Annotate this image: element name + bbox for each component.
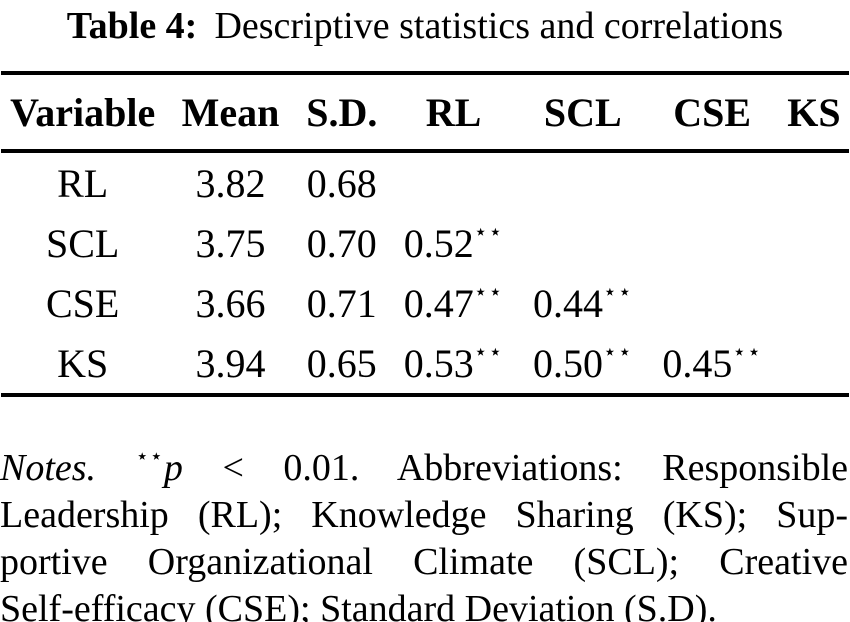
notes-line-2: Leadership (RL); Knowledge Sharing (KS);… [0, 494, 848, 536]
corr-value: 0.50 [533, 340, 604, 386]
stats-table: Variable Mean S.D. RL SCL CSE KS RL 3.82… [1, 71, 849, 397]
significance-marker: ⋆⋆ [603, 279, 633, 305]
cell-mean: 3.66 [195, 280, 266, 326]
notes-line-4: Self-efficacy (CSE); Standard Deviation … [0, 588, 717, 622]
significance-marker: ⋆⋆ [473, 339, 504, 365]
cell-mean: 3.94 [195, 340, 266, 386]
table-caption-text: Descriptive statistics and correlations [214, 5, 784, 47]
cell-corr-scl: 0.44⋆⋆ [520, 273, 645, 333]
cell-mean: 3.82 [195, 160, 266, 206]
table-row: RL 3.82 0.68 [1, 151, 849, 213]
cell-corr-ks [779, 151, 849, 213]
cell-sd: 0.68 [306, 160, 377, 206]
significance-marker: ⋆⋆ [603, 339, 633, 365]
cell-corr-ks [779, 273, 849, 333]
corr-value: 0.45 [662, 340, 733, 386]
table-row: KS 3.94 0.65 0.53⋆⋆ 0.50⋆⋆ 0.45⋆⋆ [1, 333, 849, 395]
header-row: Variable Mean S.D. RL SCL CSE KS [1, 73, 849, 153]
col-header-scl: SCL [520, 73, 646, 153]
table-notes: Notes. ⋆⋆p < 0.01. Abbreviations: Respon… [0, 433, 850, 622]
cell-corr-cse [645, 213, 778, 273]
corr-value: 0.53 [403, 340, 474, 386]
notes-label: Notes. [0, 447, 97, 489]
significance-marker: ⋆⋆ [732, 339, 762, 365]
table-caption: Table 4: Descriptive statistics and corre… [0, 2, 850, 50]
cell-corr-scl [520, 151, 645, 213]
cell-variable: RL [57, 160, 109, 206]
col-header-sd: S.D. [296, 73, 387, 153]
cell-corr-cse [645, 273, 778, 333]
notes-sig-and-p: ⋆⋆p [135, 444, 183, 489]
notes-line-3: portive Organizational Climate (SCL); Cr… [0, 541, 848, 583]
col-header-cse: CSE [645, 73, 779, 153]
cell-corr-ks [779, 213, 849, 273]
corr-value: 0.47 [403, 280, 474, 326]
cell-corr-rl [387, 151, 520, 213]
cell-variable: KS [57, 340, 109, 386]
cell-variable: CSE [46, 280, 120, 326]
cell-sd: 0.71 [306, 280, 377, 326]
cell-sd: 0.65 [306, 340, 377, 386]
corr-value: 0.44 [533, 280, 604, 326]
significance-marker: ⋆⋆ [473, 279, 504, 305]
cell-sd: 0.70 [306, 220, 377, 266]
notes-line-1: Notes. ⋆⋆p < 0.01. Abbreviations: Respon… [0, 433, 848, 492]
cell-corr-rl: 0.53⋆⋆ [387, 333, 520, 395]
cell-corr-rl: 0.52⋆⋆ [387, 213, 520, 273]
cell-corr-rl: 0.47⋆⋆ [387, 273, 520, 333]
significance-marker: ⋆⋆ [473, 219, 504, 245]
cell-mean: 3.75 [195, 220, 266, 266]
cell-corr-scl [520, 213, 645, 273]
cell-variable: SCL [46, 220, 120, 266]
col-header-variable: Variable [1, 73, 165, 153]
table-row: CSE 3.66 0.71 0.47⋆⋆ 0.44⋆⋆ [1, 273, 849, 333]
cell-corr-cse [645, 151, 778, 213]
corr-value: 0.52 [403, 220, 474, 266]
p-symbol: p [163, 447, 183, 489]
notes-line-1-rest: < 0.01. Abbreviations: Responsible [222, 447, 849, 489]
table-caption-label: Table 4: [66, 5, 198, 47]
col-header-mean: Mean [164, 73, 297, 153]
col-header-rl: RL [386, 73, 521, 153]
significance-marker: ⋆⋆ [135, 444, 164, 468]
cell-corr-cse: 0.45⋆⋆ [645, 333, 778, 395]
cell-corr-ks [779, 333, 849, 395]
col-header-ks: KS [778, 73, 849, 153]
cell-corr-scl: 0.50⋆⋆ [520, 333, 645, 395]
table-row: SCL 3.75 0.70 0.52⋆⋆ [1, 213, 849, 273]
